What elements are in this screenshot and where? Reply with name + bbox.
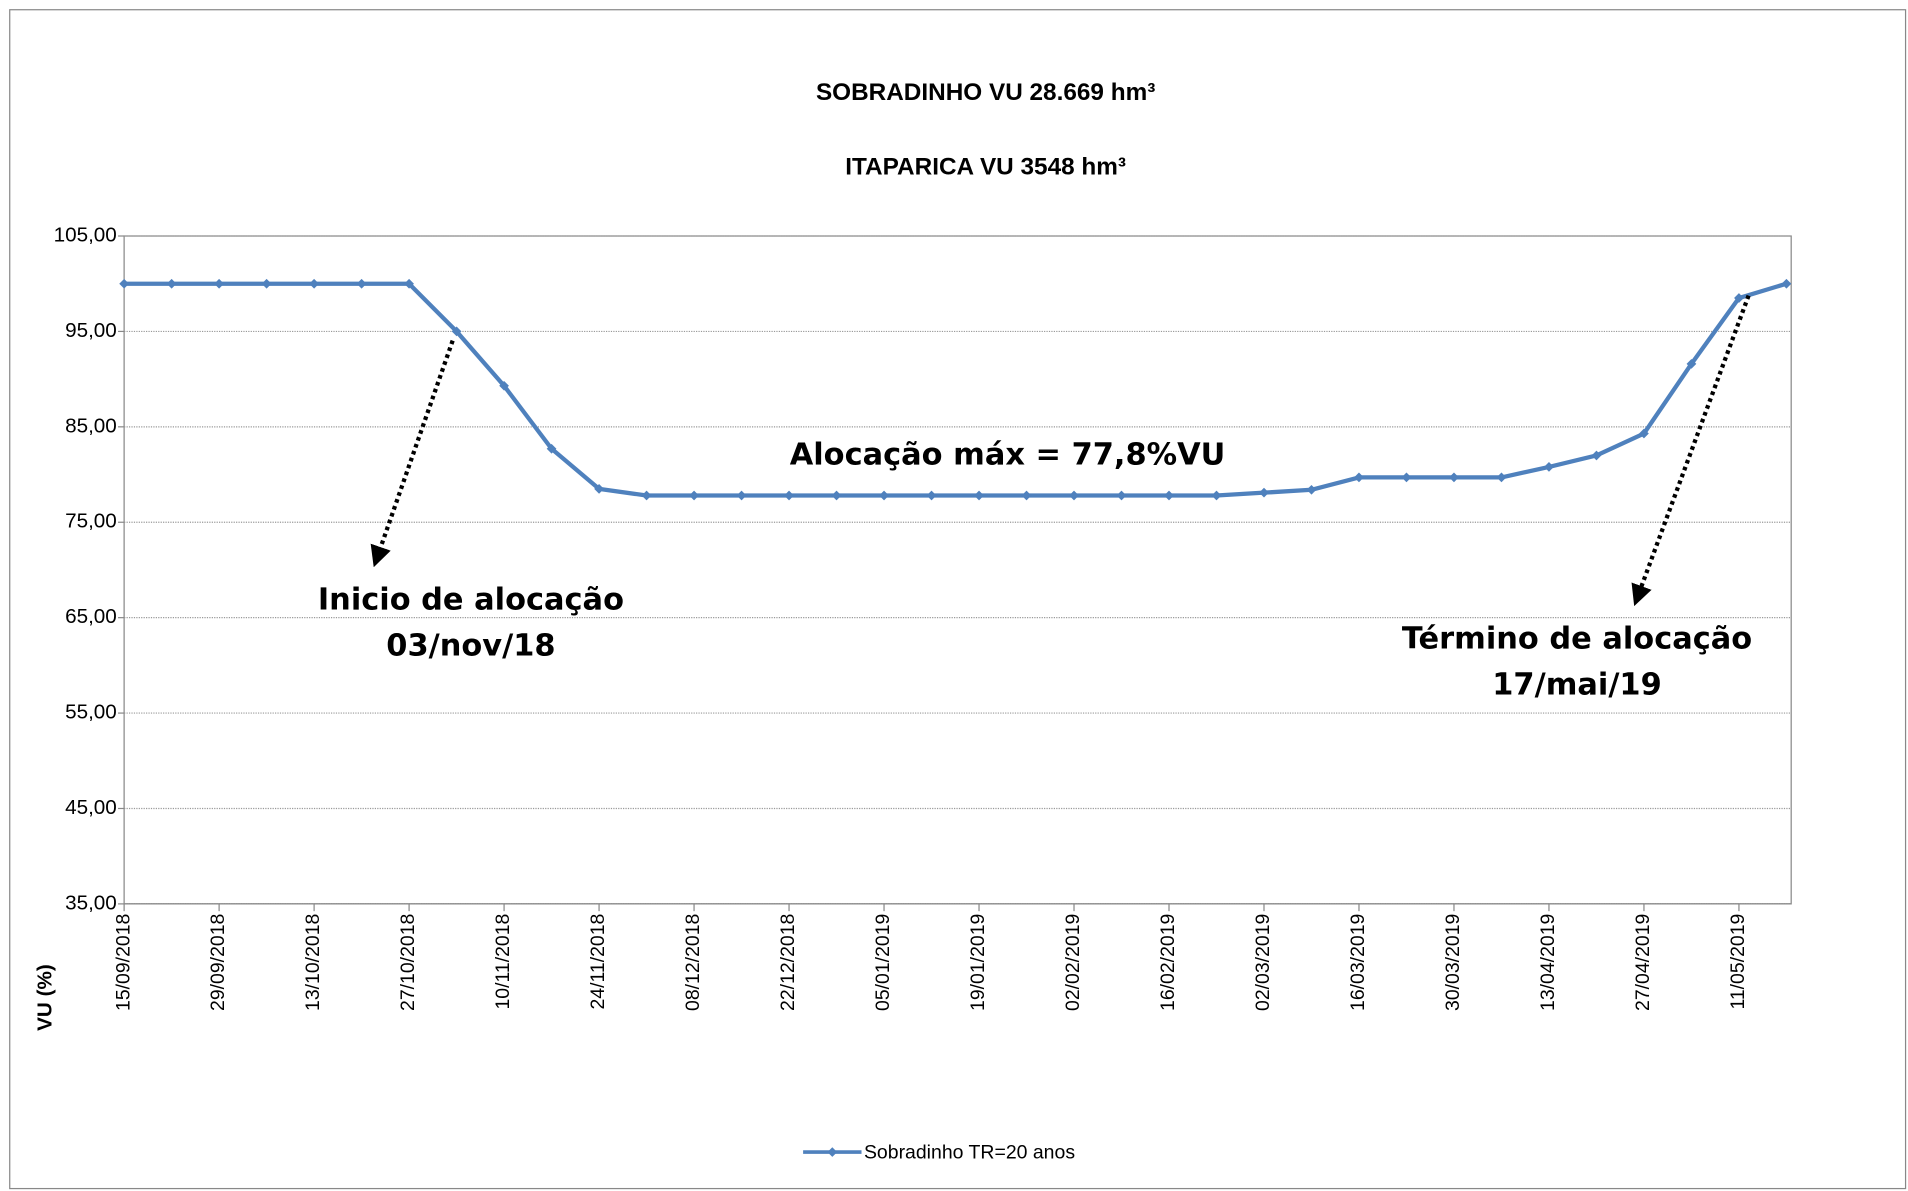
data-point — [879, 490, 889, 501]
annotation: 17/mai/19 — [1492, 668, 1661, 703]
x-tick-label: 29/09/2018 — [207, 914, 229, 1011]
data-point — [1306, 484, 1317, 495]
data-point — [1449, 472, 1459, 483]
x-tick-label: 19/01/2019 — [967, 914, 989, 1011]
legend: Sobradinho TR=20 anos — [803, 1141, 1075, 1163]
annotation: Término de alocação — [1402, 621, 1752, 656]
data-point — [1401, 472, 1412, 483]
x-tick-label: 24/11/2018 — [587, 914, 609, 1010]
data-point — [1591, 450, 1602, 461]
x-tick-label: 15/09/2018 — [112, 914, 134, 1011]
data-point — [1116, 490, 1127, 501]
annotation: Alocação máx = 77,8%VU — [790, 438, 1226, 473]
x-tick-label: 30/03/2019 — [1442, 914, 1464, 1011]
annotation: 03/nov/18 — [386, 629, 555, 664]
chart-title: SOBRADINHO VU 28.669 hm³ — [816, 79, 1155, 106]
x-tick-label: 02/03/2019 — [1252, 914, 1274, 1011]
x-tick-label: 27/10/2018 — [397, 914, 419, 1011]
y-tick-label: 55,00 — [65, 701, 117, 724]
data-point — [1544, 462, 1554, 472]
data-point — [1686, 358, 1697, 369]
y-tick-label: 75,00 — [65, 510, 117, 533]
x-tick-label: 13/10/2018 — [302, 914, 324, 1011]
data-point — [1069, 490, 1079, 501]
data-point — [1639, 428, 1649, 439]
x-tick-label: 08/12/2018 — [682, 914, 704, 1011]
data-point — [1496, 472, 1507, 483]
data-point — [831, 490, 842, 501]
data-point — [784, 490, 794, 501]
data-point — [1211, 490, 1222, 501]
x-tick-label: 11/05/2019 — [1727, 914, 1749, 1010]
y-tick-label: 35,00 — [65, 891, 117, 914]
y-tick-label: 105,00 — [54, 223, 117, 246]
annotation-arrow — [370, 339, 455, 568]
plot-background — [123, 235, 1792, 905]
y-tick-label: 85,00 — [65, 414, 117, 437]
legend-label: Sobradinho TR=20 anos — [864, 1141, 1075, 1163]
data-point — [689, 490, 699, 501]
plot-area: 35,00 45,00 55,00 65,00 75,00 85,00 95,00 105,0… — [54, 223, 1792, 1011]
y-tick-label: 45,00 — [65, 796, 117, 819]
data-point — [1164, 490, 1174, 501]
annotation: Inicio de alocação — [318, 582, 624, 617]
y-tick-label: 95,00 — [65, 319, 117, 342]
y-tick-label: 65,00 — [65, 605, 117, 628]
data-point — [641, 490, 652, 501]
x-tick-label: 27/04/2019 — [1632, 914, 1654, 1011]
x-tick-label: 13/04/2019 — [1537, 914, 1559, 1011]
data-point — [1354, 472, 1364, 483]
x-tick-label: 02/02/2019 — [1062, 914, 1084, 1011]
annotation-arrow — [1631, 294, 1751, 607]
series-line — [124, 281, 1788, 498]
data-point — [974, 490, 984, 501]
x-tick-label: 16/03/2019 — [1347, 914, 1369, 1011]
x-tick-label: 16/02/2019 — [1157, 914, 1179, 1011]
data-point — [499, 380, 509, 391]
data-point — [926, 490, 937, 501]
x-tick-label: 22/12/2018 — [777, 914, 799, 1011]
data-point — [1259, 487, 1269, 498]
data-point — [451, 326, 462, 337]
chart-subtitle: ITAPARICA VU 3548 hm³ — [845, 153, 1126, 180]
y-axis-label: VU (%) — [34, 964, 57, 1031]
legend-marker — [827, 1147, 838, 1157]
x-tick-label: 10/11/2018 — [492, 914, 514, 1010]
x-tick-label: 05/01/2019 — [872, 914, 894, 1011]
